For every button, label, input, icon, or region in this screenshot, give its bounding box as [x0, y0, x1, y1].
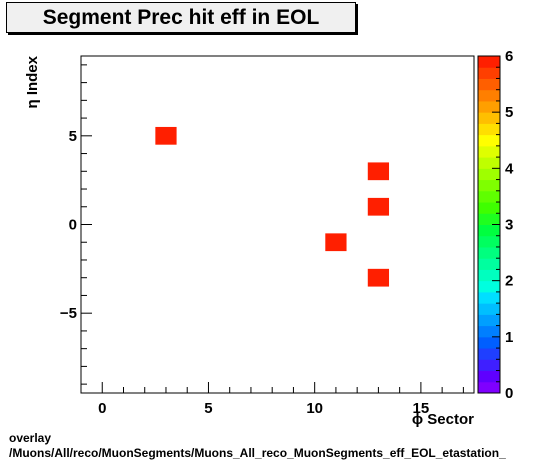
- palette-band: [478, 235, 500, 248]
- color-palette: 0 1 2 3 4 5 6: [477, 48, 514, 402]
- palette-band: [478, 325, 500, 338]
- plot-frame: [80, 55, 475, 394]
- palette-tick-label: 3: [505, 217, 513, 234]
- footer-histogram-path: /Muons/All/reco/MuonSegments/Muons_All_r…: [9, 446, 506, 460]
- palette-band: [478, 370, 500, 383]
- heatmap-cell: [325, 233, 347, 252]
- palette-band: [478, 100, 500, 113]
- palette-tick-label: 5: [505, 104, 513, 121]
- heatmap-cell: [367, 268, 390, 287]
- palette-band: [478, 179, 500, 192]
- palette-band: [478, 359, 500, 372]
- palette-band: [478, 134, 500, 147]
- x-tick-label: 15: [413, 400, 430, 417]
- x-tick-label: 0: [98, 400, 106, 417]
- palette-band: [478, 280, 500, 293]
- palette-band: [478, 202, 500, 214]
- palette-band: [478, 145, 500, 158]
- palette-band: [478, 291, 500, 304]
- palette-band: [478, 213, 500, 225]
- chart-title: Segment Prec hit eff in EOL: [6, 2, 356, 33]
- axes-layer: 0 5 10 15 −5 0 5: [60, 64, 464, 417]
- palette-band: [478, 168, 500, 181]
- footer-overlay-label: overlay: [9, 431, 52, 445]
- cells-layer: [155, 126, 390, 287]
- palette-band: [478, 314, 500, 327]
- palette-band: [478, 303, 500, 315]
- y-tick-label: −5: [60, 305, 77, 322]
- y-axis-label: η Index: [24, 55, 41, 108]
- palette-band: [478, 123, 500, 136]
- palette-tick-label: 2: [505, 273, 513, 290]
- heatmap-cell: [367, 162, 390, 181]
- x-tick-label: 10: [306, 400, 323, 417]
- y-tick-label: 0: [69, 217, 77, 234]
- palette-tick-label: 1: [505, 329, 513, 346]
- palette-band: [478, 224, 500, 237]
- palette-band: [478, 190, 500, 203]
- palette-band: [478, 381, 500, 394]
- palette-band: [478, 89, 500, 102]
- palette-band: [478, 258, 500, 270]
- palette-band: [478, 348, 500, 360]
- palette-tick-label: 4: [505, 160, 514, 177]
- palette-band: [478, 246, 500, 259]
- palette-band: [478, 336, 500, 349]
- heatmap-cell: [155, 126, 177, 145]
- palette-band: [478, 269, 500, 282]
- palette-tick-label: 0: [505, 385, 513, 402]
- x-axis-label: ϕ Sector: [412, 411, 474, 428]
- palette-band: [478, 157, 500, 169]
- palette-tick-label: 6: [505, 48, 513, 65]
- palette-band: [478, 56, 500, 68]
- heatmap-cell: [367, 197, 390, 216]
- palette-band: [478, 67, 500, 79]
- palette-band: [478, 78, 500, 91]
- palette-band: [478, 112, 500, 124]
- x-tick-label: 5: [204, 400, 212, 417]
- y-tick-label: 5: [69, 128, 77, 145]
